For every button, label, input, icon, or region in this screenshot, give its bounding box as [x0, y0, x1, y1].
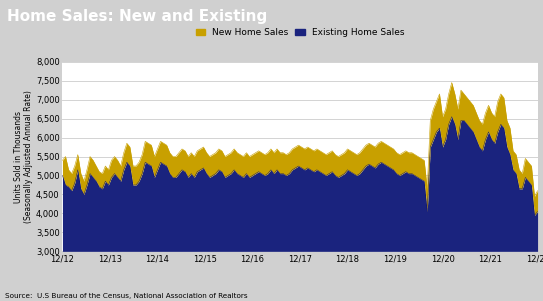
- Y-axis label: Units Sold in Thousands
(Seasonally Adjusted Annual Rate): Units Sold in Thousands (Seasonally Adju…: [14, 90, 33, 223]
- Text: Home Sales: New and Existing: Home Sales: New and Existing: [7, 9, 267, 24]
- Text: Source:  U.S Bureau of the Census, National Association of Realtors: Source: U.S Bureau of the Census, Nation…: [5, 293, 248, 299]
- Legend: New Home Sales, Existing Home Sales: New Home Sales, Existing Home Sales: [192, 24, 408, 41]
